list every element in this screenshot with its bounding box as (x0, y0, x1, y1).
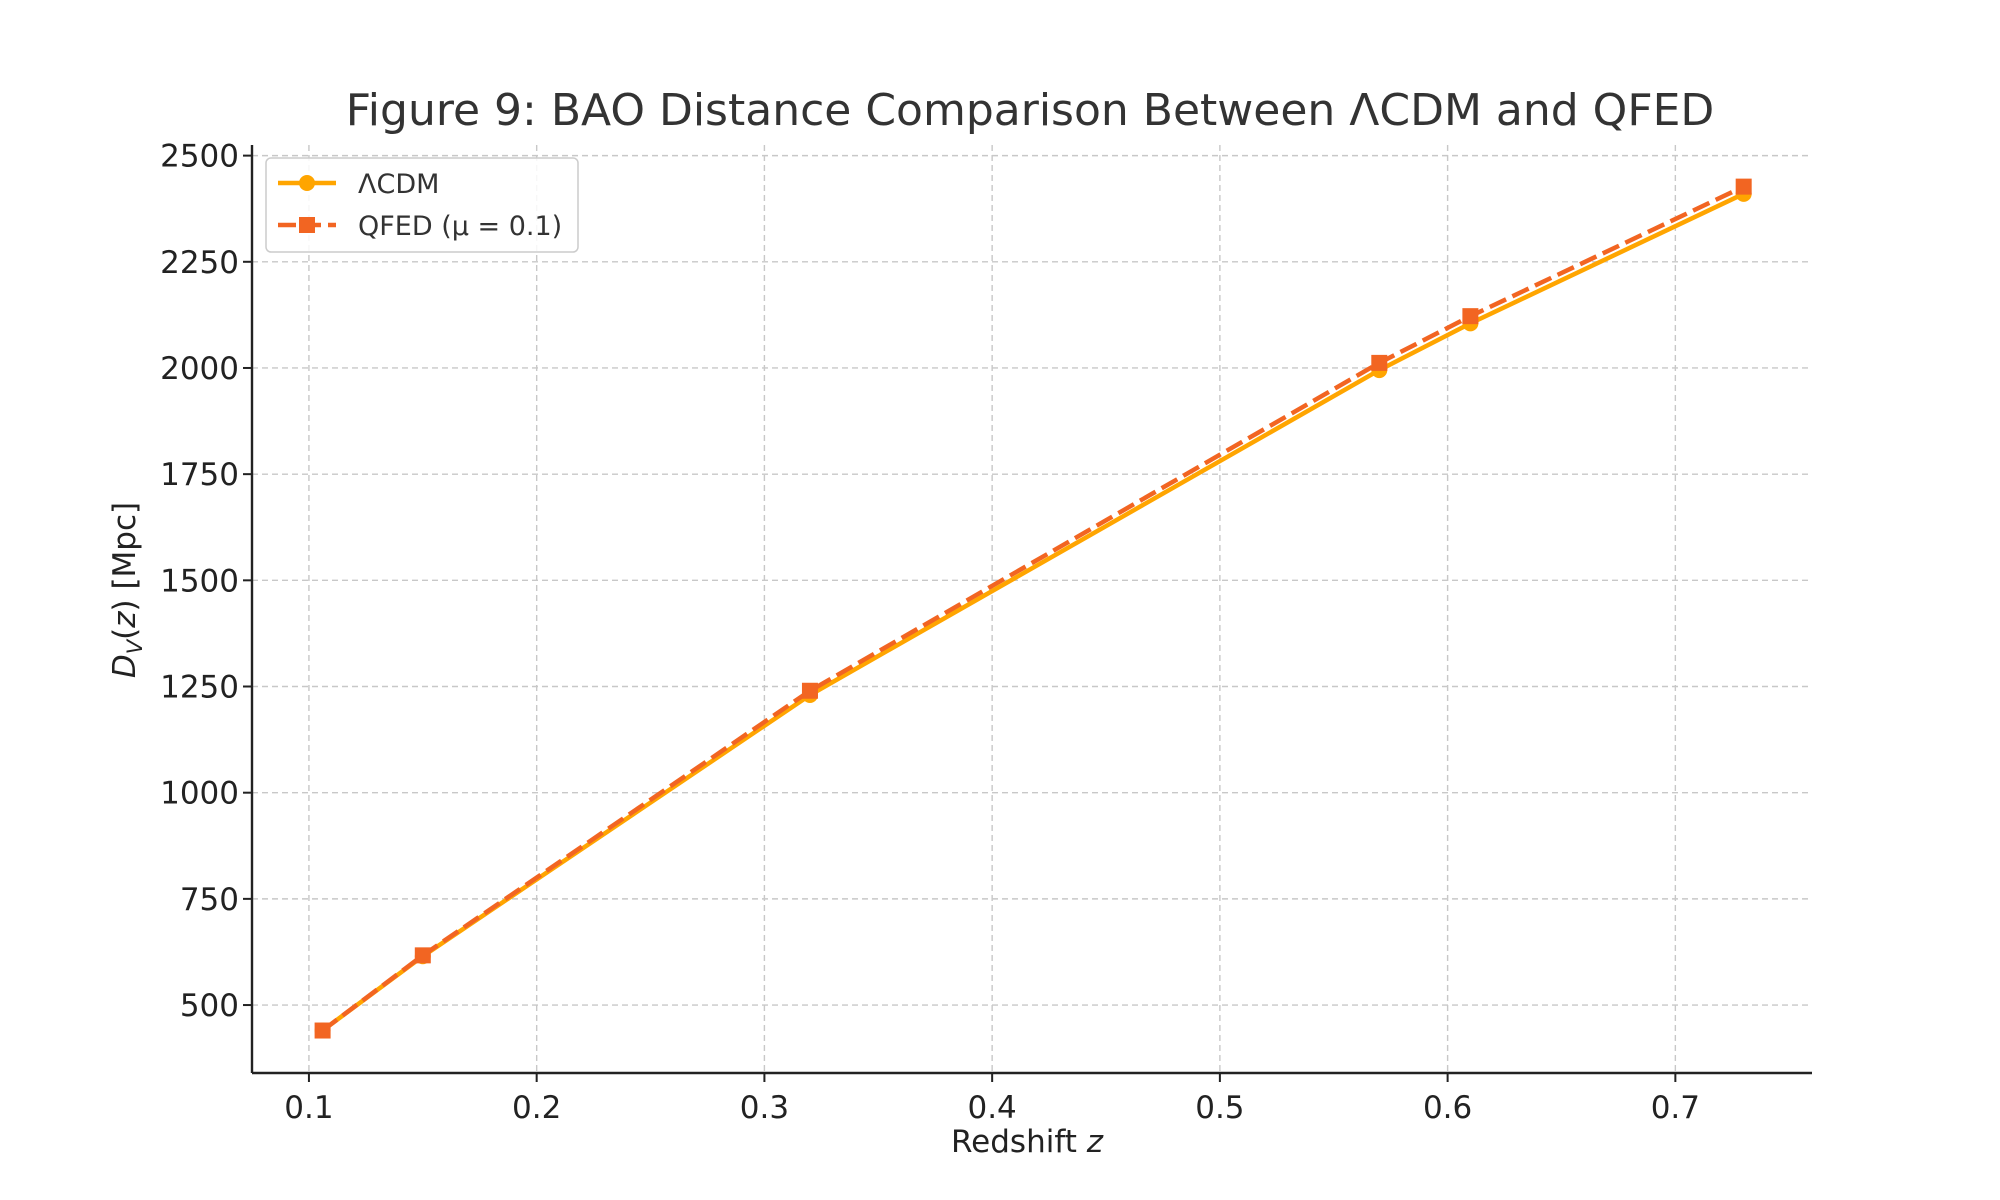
x-tick-label: 0.5 (1195, 1090, 1244, 1126)
y-tick-label: 1000 (160, 776, 239, 812)
axes: 0.1 0.2 0.3 0.4 0.5 0.6 0.7 500 750 1000 1250 1500 1… (160, 139, 1812, 1126)
x-tick-label: 0.1 (284, 1090, 333, 1126)
legend-label-0: ΛCDM (358, 169, 439, 200)
series-1-point (414, 947, 431, 964)
series-1-point (314, 1022, 331, 1039)
series-line-0 (321, 191, 1745, 1033)
x-tick-label: 0.2 (512, 1090, 561, 1126)
series-1-point (801, 682, 818, 699)
x-tick-label: 0.7 (1651, 1090, 1700, 1126)
x-axis-label: Redshift z (951, 1124, 1104, 1160)
series-line-1 (321, 184, 1745, 1033)
grid-lines (252, 145, 1812, 1073)
x-tick-label: 0.3 (740, 1090, 789, 1126)
legend-label-1: QFED (μ = 0.1) (358, 211, 562, 242)
x-tick-label: 0.4 (967, 1090, 1016, 1126)
legend-marker-0 (299, 175, 315, 191)
data-series (314, 178, 1752, 1039)
y-tick-label: 750 (180, 882, 239, 918)
y-axis-label: DV(z) [Mpc] (107, 502, 147, 678)
y-tick-label: 1750 (160, 457, 239, 493)
series-1-point (1462, 308, 1479, 325)
series-1-point (1371, 354, 1388, 371)
legend-marker-1 (299, 217, 315, 233)
y-tick-label: 2250 (160, 245, 239, 281)
series-1-point (1735, 178, 1752, 195)
legend: ΛCDM QFED (μ = 0.1) (265, 157, 579, 253)
y-tick-label: 1250 (160, 670, 239, 706)
y-tick-label: 1500 (160, 563, 239, 599)
x-tick-label: 0.6 (1423, 1090, 1472, 1126)
y-tick-label: 2500 (160, 139, 239, 175)
chart-title: Figure 9: BAO Distance Comparison Betwee… (346, 85, 1715, 136)
y-tick-label: 2000 (160, 351, 239, 387)
y-tick-label: 500 (180, 988, 239, 1024)
legend-box (265, 157, 579, 253)
